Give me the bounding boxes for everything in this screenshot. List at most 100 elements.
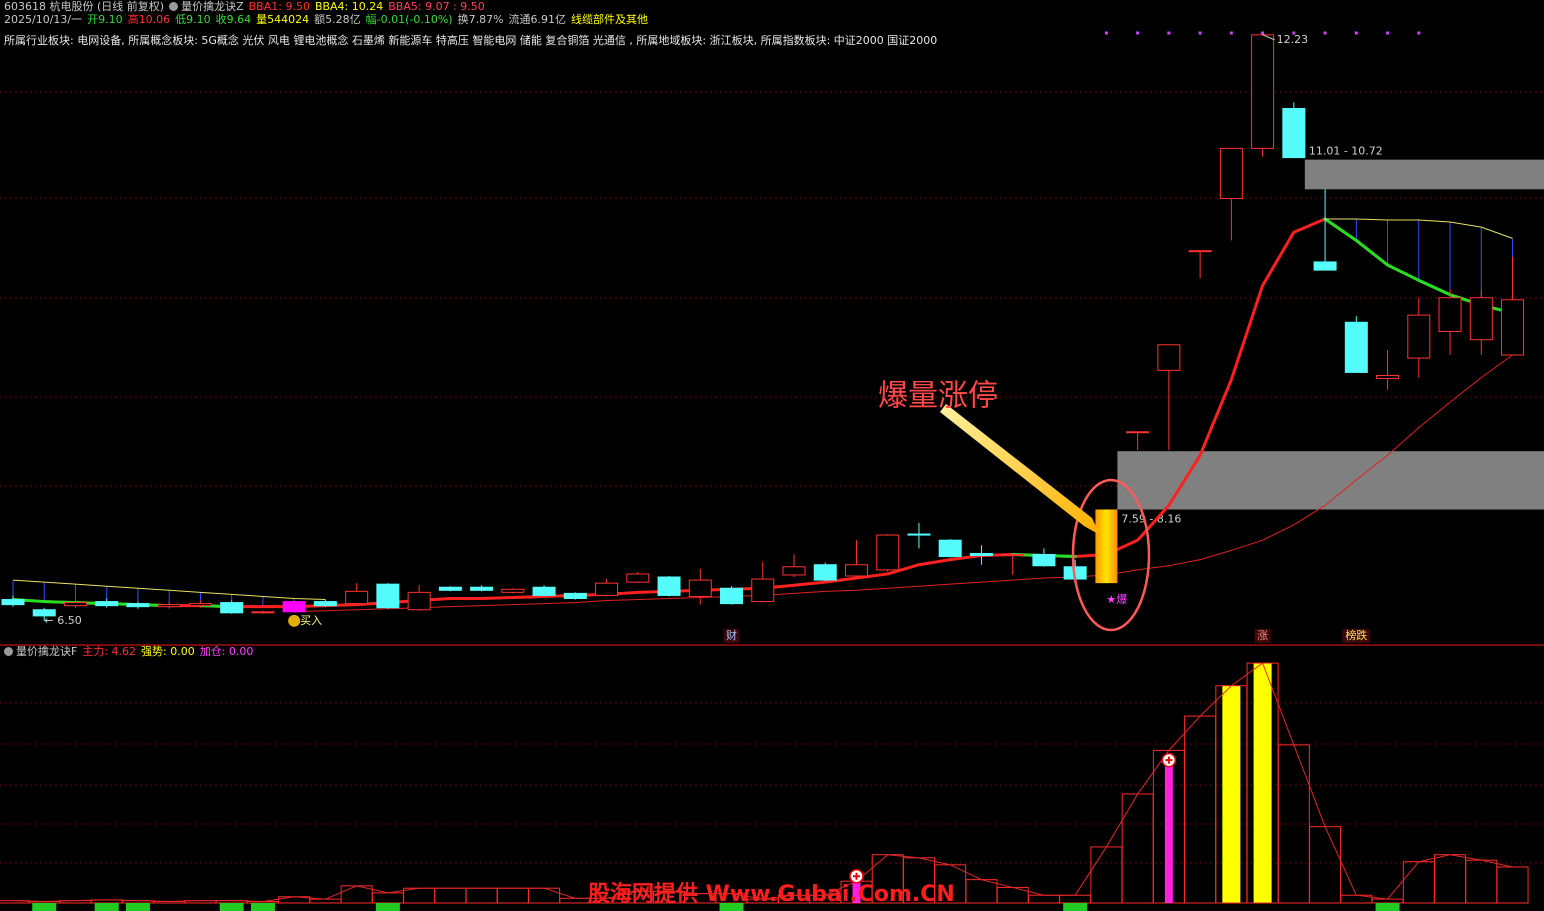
candle-body	[407, 591, 431, 611]
bar	[528, 887, 561, 904]
quote-field: 线缆部件及其他	[571, 13, 649, 26]
candle-body	[1501, 299, 1525, 356]
bar	[496, 887, 529, 904]
candle-body	[938, 539, 962, 558]
price-zone	[1117, 451, 1544, 510]
label-arrow	[1262, 34, 1275, 41]
green-signal	[250, 903, 275, 911]
indicator-value: BBA1: 9.50	[248, 0, 310, 13]
marker: 榜跌	[1345, 628, 1367, 642]
candle-body	[657, 576, 681, 596]
zone-label: 7.59 - 8.16	[1121, 512, 1181, 525]
candle-body	[95, 601, 119, 607]
bar	[434, 887, 467, 904]
green-signal	[125, 903, 150, 911]
bar	[1434, 854, 1467, 904]
candle-body	[751, 578, 775, 603]
candle-body	[470, 586, 494, 591]
bar	[1277, 744, 1310, 904]
signal-icon-plus	[1165, 756, 1173, 764]
stock-name: 603618 杭电股份 (日线 前复权)	[4, 0, 165, 13]
candle-body	[595, 582, 619, 596]
candle-body	[1282, 107, 1306, 159]
indicator-value: BBA5: 9.07 : 9.50	[388, 0, 485, 13]
candle-body	[501, 588, 525, 593]
ma-line	[12, 217, 1513, 609]
bar	[371, 892, 404, 904]
bar	[1027, 894, 1060, 904]
candle-body	[1251, 34, 1275, 149]
bar	[309, 898, 342, 904]
candle-body	[1095, 509, 1118, 584]
candle-body	[563, 592, 587, 599]
bar	[403, 887, 436, 904]
signal-dot	[1261, 31, 1265, 35]
legend-entry: 主力: 4.62	[82, 645, 137, 658]
bar	[965, 879, 998, 904]
candle-body	[1188, 250, 1212, 253]
bar-highlight	[1253, 663, 1272, 903]
bar	[1496, 866, 1529, 904]
legend-entry: 加仓: 0.00	[199, 645, 254, 658]
quote-field: 额5.28亿	[314, 13, 361, 26]
quote-field: 换7.87%	[457, 13, 504, 26]
ma-line-down	[1323, 217, 1358, 242]
price-zone	[1304, 159, 1544, 190]
candle-body	[1032, 554, 1056, 567]
candle-body	[907, 533, 931, 536]
candle-body	[1407, 314, 1431, 359]
indicator-value: BBA4: 10.24	[314, 0, 384, 13]
candle-body	[1219, 147, 1243, 200]
signal-bar	[852, 881, 861, 903]
icon	[4, 647, 13, 656]
candle-body	[844, 564, 868, 577]
candle-body	[1376, 374, 1400, 380]
candle-body	[157, 604, 181, 608]
low-label: 6.50	[57, 614, 82, 627]
bar	[1309, 826, 1342, 904]
ma-line-down	[1417, 278, 1452, 297]
signal-dot	[1292, 31, 1296, 35]
bar-line	[12, 662, 1513, 902]
quote-field: 低9.10	[175, 13, 211, 26]
signal-dot	[1229, 31, 1233, 35]
candle-body	[969, 552, 993, 557]
marker-box	[1254, 629, 1271, 643]
marker-box	[723, 629, 740, 643]
candle-body	[720, 587, 744, 605]
signal-dot	[1323, 31, 1327, 35]
signal-bar	[1164, 765, 1173, 903]
green-signal	[1375, 903, 1400, 911]
candle-body	[626, 573, 650, 583]
ma-line-down	[1354, 238, 1390, 267]
candle-body	[345, 590, 369, 605]
ma-line	[1325, 218, 1513, 239]
signal-dot	[1136, 31, 1140, 35]
bar-highlight	[1222, 685, 1241, 903]
bar	[1059, 894, 1092, 904]
candle-body	[220, 602, 244, 614]
quote-field: 2025/10/13/一	[4, 13, 83, 26]
signal-dot	[1386, 31, 1390, 35]
sectors: 所属行业板块: 电网设备, 所属概念板块: 5G概念 光伏 风电 锂电池概念 石…	[4, 34, 938, 47]
ma-line-down	[1386, 263, 1421, 282]
icon	[169, 2, 179, 11]
bar	[1402, 861, 1435, 904]
bar	[1371, 898, 1404, 904]
indicator-values: BBA1: 9.50 BBA4: 10.24 BBA5: 9.07 : 9.50	[249, 0, 490, 13]
candle-body	[813, 564, 837, 581]
quote-field: 高10.06	[127, 13, 171, 26]
quote-field: 幅-0.01(-0.10%)	[365, 13, 453, 26]
zone-label: 11.01 - 10.72	[1309, 145, 1383, 158]
candle-body	[438, 586, 462, 591]
callout: 爆量涨停	[878, 379, 1151, 632]
green-signal	[1063, 903, 1088, 911]
legend-entry: 强势: 0.00	[141, 645, 195, 658]
label-arrow: ←	[44, 614, 53, 627]
marker-box	[1342, 629, 1371, 643]
bar	[1090, 846, 1123, 904]
callout-text: 爆量涨停	[878, 379, 998, 414]
quote-field: 收9.64	[215, 13, 252, 26]
ma-line	[294, 354, 1513, 613]
